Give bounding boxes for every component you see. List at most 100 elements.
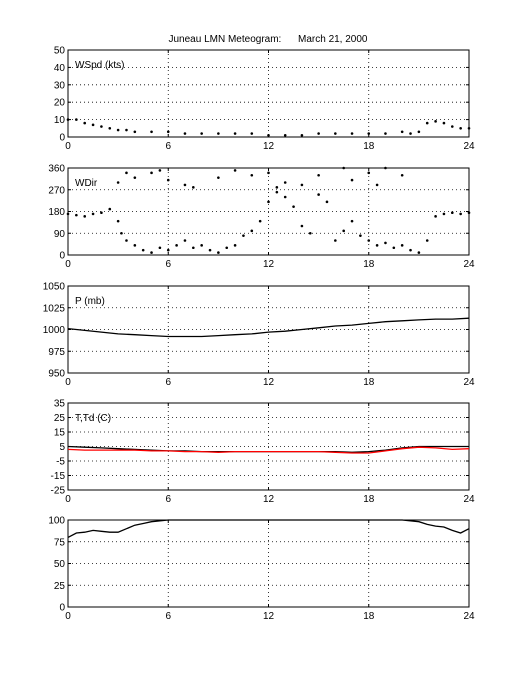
y-tick-label: 950 [48,369,65,380]
x-tick-label: 24 [463,611,475,622]
wdir-point [116,219,120,223]
x-tick-label: 12 [263,494,275,505]
y-tick-label: -25 [51,486,66,497]
y-tick-label: 25 [54,581,66,592]
wdir-point [283,181,287,184]
wdir-point [100,211,103,215]
x-tick-label: 18 [363,611,375,622]
wdir-point [166,178,170,182]
wdir-point [233,244,237,247]
x-tick-label: 0 [65,611,71,622]
x-tick-label: 0 [65,377,71,388]
wdir-label: WDir [75,178,98,189]
x-tick-label: 6 [165,494,171,505]
wdir-point [258,219,262,223]
wspd-point [200,132,203,135]
y-tick-label: 40 [54,63,66,74]
x-tick-label: 12 [263,611,275,622]
wspd-point [334,132,337,135]
y-tick-label: 50 [54,46,66,57]
y-tick-label: 35 [54,399,66,410]
wdir-point [275,190,279,194]
wdir-point [108,207,112,211]
wdir-point [384,166,387,170]
wdir-point [116,181,120,184]
wspd-plot-area [67,49,470,138]
wdir-point [308,231,312,235]
y-tick-label: 1050 [43,282,66,293]
pressure-series-line-1 [67,317,470,338]
y-tick-label: 100 [48,516,65,527]
y-tick-label: 15 [54,428,66,439]
x-tick-label: 6 [165,611,171,622]
wdir-point [442,212,446,216]
wdir-point [367,239,371,242]
wdir-point [434,215,437,218]
wdir-point [300,183,304,187]
wdir-point [225,246,229,250]
wdir-point [292,205,295,208]
wdir-point [342,166,345,170]
wspd-point [75,118,78,121]
wdir-point [75,213,78,217]
temp-dewpoint-series-line-2 [67,446,470,454]
y-tick-label: 270 [48,185,65,196]
x-tick-label: 24 [463,259,475,270]
wdir-point [150,251,153,254]
wdir-point [183,239,187,242]
wdir-panel: 0 6 12 18 24 0 90 180 270 360 WDir [48,164,475,271]
y-tick-label: 360 [48,164,65,175]
temp-dewpoint-panel: 0 6 12 18 24 -25 -15 -5 5 15 25 35 T,Td (C) [51,399,475,506]
x-tick-label: 24 [463,494,475,505]
wdir-point [83,215,87,218]
wspd-point [384,132,387,135]
wdir-point [192,186,195,189]
wspd-point [283,133,287,137]
y-tick-label: 25 [54,413,66,424]
wdir-point [325,200,329,204]
wspd-panel: 0 6 12 18 24 0 10 20 30 40 50 WSpd (kts) [54,46,475,153]
wdir-point [233,169,237,172]
wdir-point [417,251,421,254]
wspd-point [83,121,87,125]
wspd-point [300,133,304,137]
wspd-point [233,132,237,135]
humidity-panel: 0 6 12 18 24 0 25 50 75 100 [48,516,475,623]
y-tick-label: 5 [59,442,65,453]
wspd-point [467,127,471,130]
wdir-point [183,183,187,187]
wdir-point [275,186,279,189]
y-tick-label: 50 [54,559,66,570]
y-tick-label: 90 [54,229,66,240]
wdir-point [208,248,212,252]
wdir-point [166,248,170,252]
wspd-point [250,132,254,135]
wspd-point [350,132,354,135]
wspd-point [459,127,462,130]
wspd-point [183,132,187,135]
wdir-point [300,224,304,228]
wdir-point [217,251,220,254]
wdir-point [450,211,454,215]
wspd-point [450,125,454,128]
x-tick-label: 0 [65,259,71,270]
x-tick-label: 6 [165,141,171,152]
y-tick-label: -15 [51,471,66,482]
x-tick-label: 12 [263,141,275,152]
y-tick-label: 75 [54,537,66,548]
wspd-point [409,132,412,135]
wspd-point [133,130,137,134]
x-tick-label: 0 [65,494,71,505]
wdir-point [250,173,254,177]
x-tick-label: 18 [363,494,375,505]
wspd-point [100,125,103,128]
wdir-point [375,183,379,187]
wspd-point [116,128,120,132]
wdir-point [317,193,320,196]
wdir-point [350,219,354,223]
wspd-point [125,128,128,132]
y-tick-label: 0 [59,133,65,144]
x-tick-label: 18 [363,377,375,388]
y-tick-label: 20 [54,98,66,109]
